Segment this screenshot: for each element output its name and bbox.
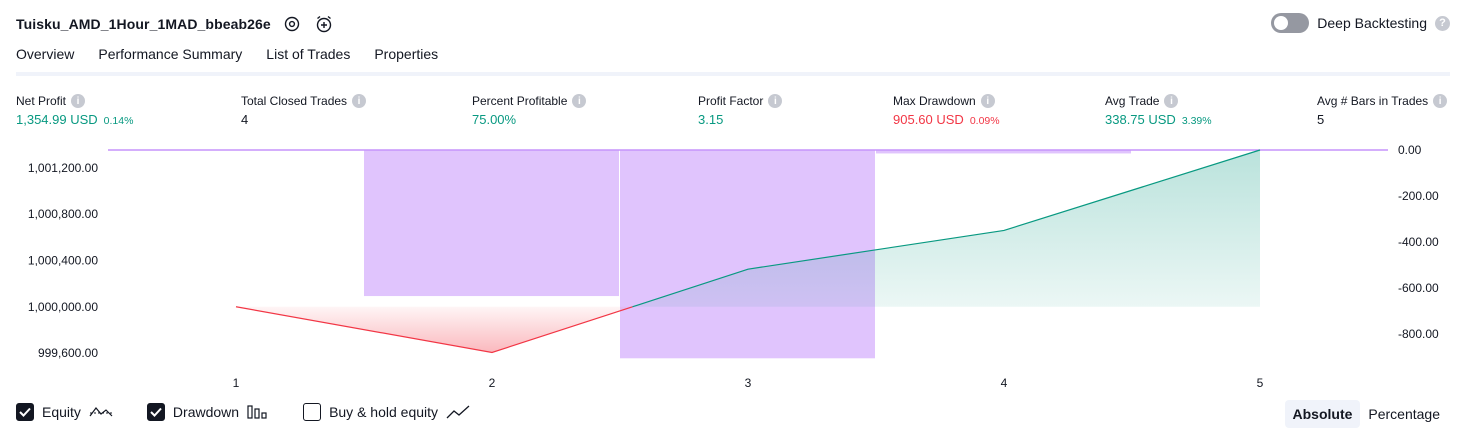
buy-hold-checkbox[interactable] bbox=[303, 403, 322, 421]
deep-backtesting-control: Deep Backtesting ? bbox=[1271, 13, 1450, 33]
metric-label: Max Drawdown bbox=[893, 94, 976, 108]
x-axis-tick-label: 5 bbox=[1257, 376, 1264, 390]
equity-profit-area bbox=[632, 150, 1260, 307]
report-tabs: Overview Performance Summary List of Tra… bbox=[16, 46, 438, 76]
drawdown-bars-icon bbox=[247, 404, 269, 420]
right-axis-tick-label: -400.00 bbox=[1398, 235, 1439, 249]
left-axis-tick-label: 1,000,400.00 bbox=[28, 253, 98, 267]
tab-list-of-trades[interactable]: List of Trades bbox=[266, 46, 351, 62]
info-icon[interactable]: i bbox=[352, 94, 367, 108]
x-axis-tick-label: 1 bbox=[233, 376, 240, 390]
legend-drawdown[interactable]: Drawdown bbox=[146, 403, 269, 421]
legend-buy-hold-label: Buy & hold equity bbox=[329, 404, 439, 420]
axis-layer: 1,001,200.00 1,000,800.00 1,000,400.00 1,00… bbox=[28, 143, 1439, 390]
metric-sub-value: 3.39% bbox=[1181, 115, 1212, 127]
legend-drawdown-label: Drawdown bbox=[172, 404, 240, 420]
metric-label: Net Profit bbox=[16, 94, 67, 108]
metric-total-closed-trades: Total Closed Trades i 4 bbox=[241, 93, 367, 127]
settings-gear-icon[interactable] bbox=[281, 13, 303, 35]
info-icon[interactable]: i bbox=[1164, 94, 1179, 108]
metric-profit-factor: Profit Factor i 3.15 bbox=[698, 93, 783, 127]
left-axis-tick-label: 1,001,200.00 bbox=[28, 161, 98, 175]
drawdown-bar-3 bbox=[876, 150, 1131, 154]
metric-label: Avg Trade bbox=[1105, 94, 1160, 108]
metric-label: Percent Profitable bbox=[472, 94, 568, 108]
percentage-button[interactable]: Percentage bbox=[1368, 406, 1440, 422]
metric-avg-bars-in-trades: Avg # Bars in Trades i 5 bbox=[1317, 93, 1448, 127]
metric-net-profit: Net Profit i 1,354.99 USD 0.14% bbox=[16, 93, 133, 127]
drawdown-bar-1 bbox=[364, 150, 619, 297]
info-icon[interactable]: i bbox=[1433, 94, 1448, 108]
drawdown-layer bbox=[108, 149, 1388, 359]
equity-drawdown-chart[interactable]: 1,001,200.00 1,000,800.00 1,000,400.00 1,00… bbox=[0, 140, 1466, 395]
legend-equity-label: Equity bbox=[42, 404, 81, 420]
buy-hold-line-icon bbox=[446, 404, 470, 420]
right-axis-tick-label: -800.00 bbox=[1398, 327, 1439, 341]
info-icon[interactable]: i bbox=[572, 94, 587, 108]
metric-sub-value: 0.14% bbox=[103, 115, 134, 127]
left-axis-tick-label: 1,000,000.00 bbox=[28, 300, 98, 314]
right-axis-tick-label: -600.00 bbox=[1398, 281, 1439, 295]
absolute-button[interactable]: Absolute bbox=[1284, 400, 1361, 428]
help-question-icon[interactable]: ? bbox=[1435, 15, 1450, 31]
metric-label: Avg # Bars in Trades bbox=[1317, 94, 1429, 108]
strategy-header: Tuisku_AMD_1Hour_1MAD_bbeab26e bbox=[16, 12, 335, 36]
x-axis-tick-label: 3 bbox=[745, 376, 752, 390]
info-icon[interactable]: i bbox=[768, 94, 783, 108]
metric-value: 1,354.99 USD bbox=[16, 112, 98, 127]
equity-checkbox[interactable] bbox=[16, 403, 34, 421]
tab-properties[interactable]: Properties bbox=[374, 46, 439, 62]
equity-line-loss bbox=[235, 306, 633, 354]
metric-value: 75.00% bbox=[472, 112, 517, 127]
metric-label: Total Closed Trades bbox=[241, 94, 348, 108]
metric-value: 5 bbox=[1317, 112, 1325, 127]
drawdown-checkbox[interactable] bbox=[146, 403, 165, 421]
strategy-name: Tuisku_AMD_1Hour_1MAD_bbeab26e bbox=[16, 16, 271, 32]
right-axis-tick-label: -200.00 bbox=[1398, 189, 1439, 203]
legend-equity[interactable]: Equity bbox=[16, 403, 113, 421]
deep-backtesting-label: Deep Backtesting bbox=[1317, 15, 1427, 31]
right-axis-tick-label: 0.00 bbox=[1398, 143, 1422, 157]
x-axis-tick-label: 2 bbox=[489, 376, 496, 390]
metrics-row: Net Profit i 1,354.99 USD 0.14% Total Clos… bbox=[0, 93, 1466, 133]
left-axis-tick-label: 1,000,800.00 bbox=[28, 207, 98, 221]
info-icon[interactable]: i bbox=[980, 94, 995, 108]
deep-backtesting-toggle[interactable] bbox=[1271, 13, 1310, 33]
tabs-divider bbox=[16, 72, 1450, 76]
metric-value: 338.75 USD bbox=[1105, 112, 1176, 127]
metric-sub-value: 0.09% bbox=[969, 115, 1000, 127]
equity-loss-area bbox=[236, 306, 633, 353]
info-icon[interactable]: i bbox=[71, 94, 86, 108]
metric-label: Profit Factor bbox=[698, 94, 764, 108]
metric-value: 4 bbox=[241, 112, 249, 127]
equity-layer bbox=[235, 149, 1261, 354]
metric-value: 905.60 USD bbox=[893, 112, 964, 127]
metric-avg-trade: Avg Trade i 338.75 USD 3.39% bbox=[1105, 93, 1212, 127]
chart-legend: Equity Drawdown Buy & hold equity bbox=[16, 403, 504, 421]
metric-value: 3.15 bbox=[698, 112, 724, 127]
equity-line-profit bbox=[632, 149, 1261, 308]
value-mode-switch: Absolute Percentage bbox=[1284, 400, 1449, 428]
legend-buy-hold[interactable]: Buy & hold equity bbox=[303, 403, 470, 421]
add-alert-clock-icon[interactable] bbox=[313, 13, 335, 35]
drawdown-bar-2 bbox=[620, 150, 875, 359]
metric-max-drawdown: Max Drawdown i 905.60 USD 0.09% bbox=[893, 93, 1000, 127]
left-axis-tick-label: 999,600.00 bbox=[38, 346, 98, 360]
x-axis-tick-label: 4 bbox=[1001, 376, 1008, 390]
metric-percent-profitable: Percent Profitable i 75.00% bbox=[472, 93, 587, 127]
equity-line-icon bbox=[89, 404, 113, 420]
tab-performance-summary[interactable]: Performance Summary bbox=[98, 46, 243, 62]
